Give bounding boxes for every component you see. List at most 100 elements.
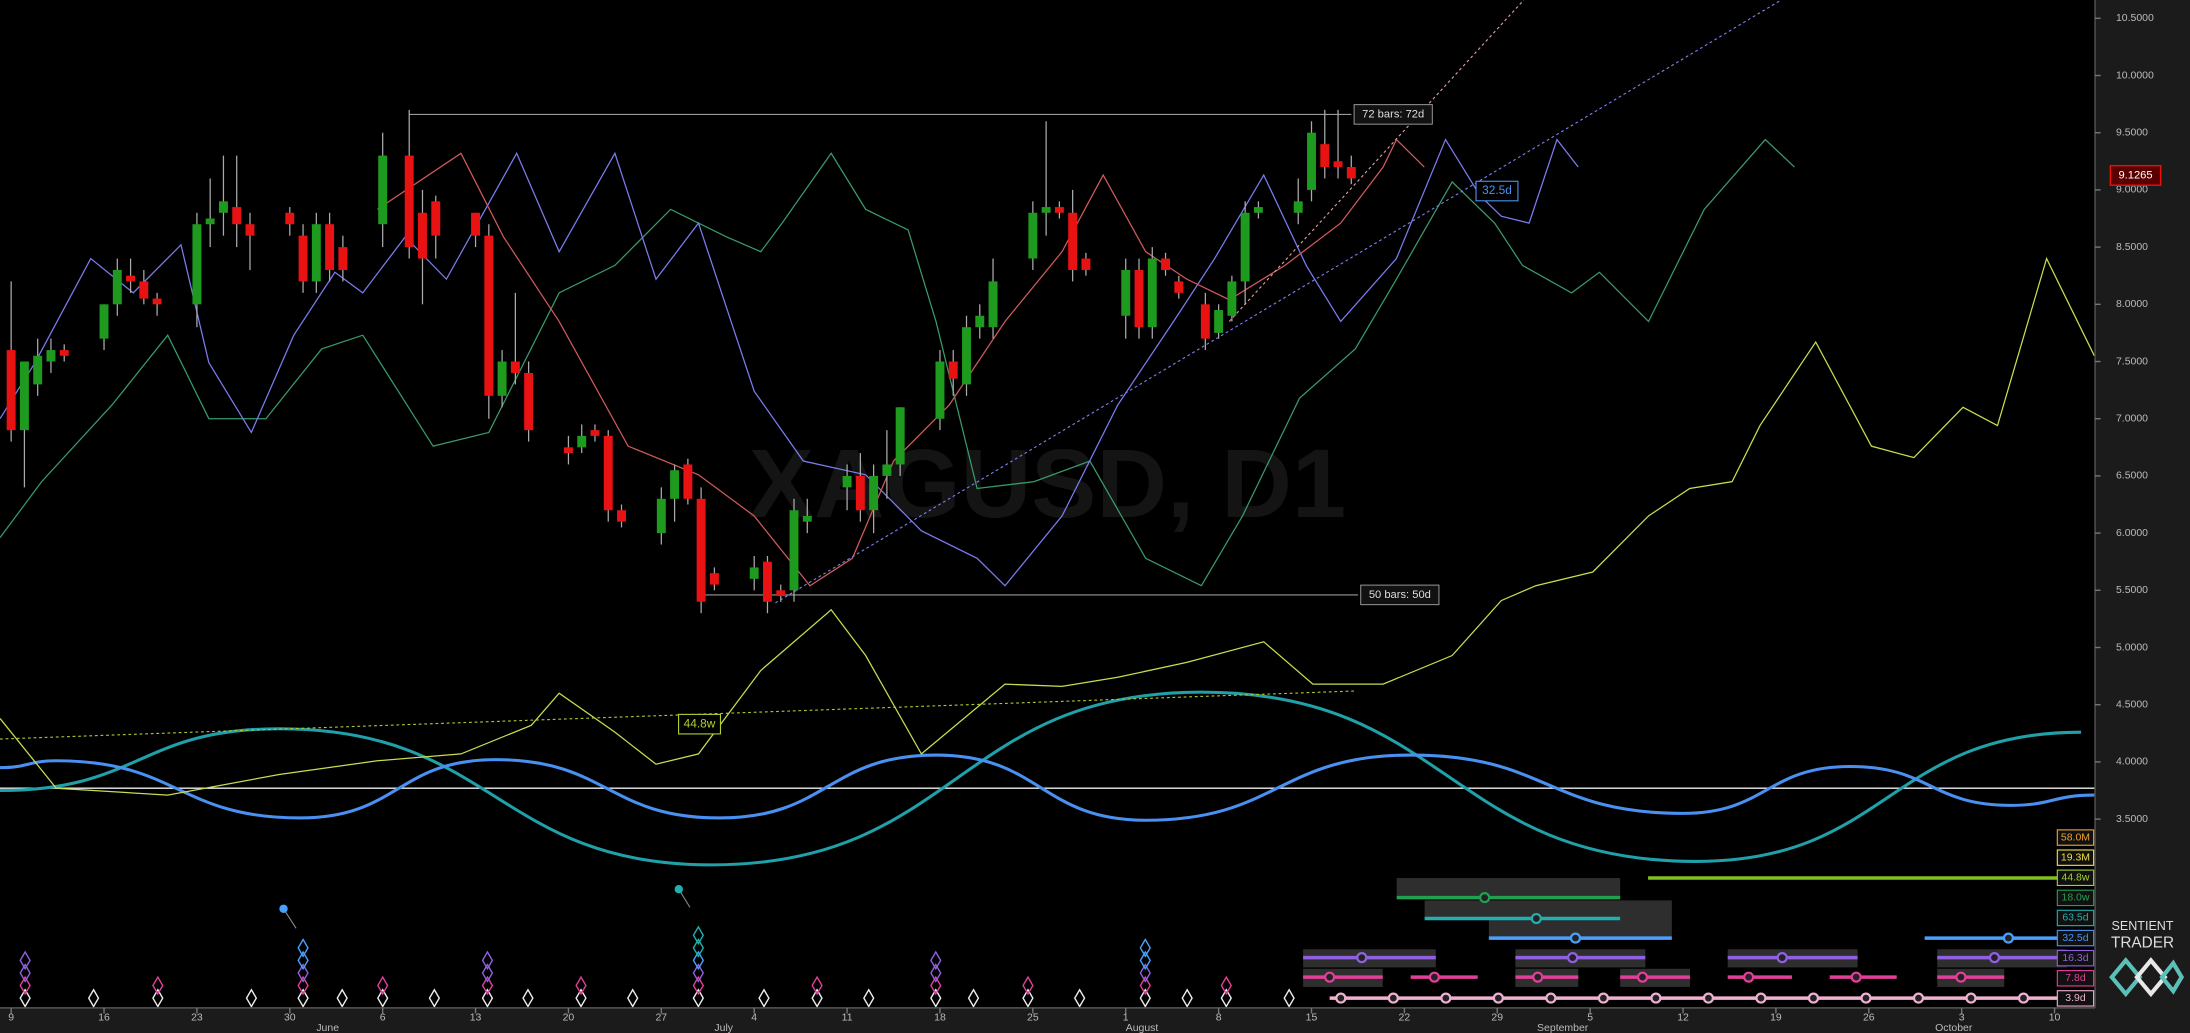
cycle-trough [1988, 952, 2001, 964]
trend-line [1228, 0, 1525, 322]
trough-diamond [811, 988, 823, 1008]
candle-body [510, 361, 520, 373]
x-tick-label: 13 [470, 1012, 482, 1023]
cycle-trough [2017, 992, 2030, 1004]
candle-body [670, 470, 680, 499]
brand-logo: SENTIENT TRADER [2109, 919, 2185, 998]
candle-body [789, 510, 799, 591]
trough-diamond [967, 988, 980, 1008]
candle-body [19, 361, 29, 431]
candle-body [1134, 269, 1144, 328]
pin [674, 885, 683, 894]
cycle-legend-box [2056, 829, 2095, 846]
trough-diamond [376, 988, 389, 1008]
trough-diamond [1181, 988, 1193, 1008]
candle-body [1041, 207, 1051, 213]
candle-body [869, 475, 879, 511]
trough-diamond [692, 950, 705, 971]
candle-body [617, 510, 626, 522]
month-label: August [1126, 1023, 1159, 1033]
candle-body [683, 464, 693, 499]
cycle-legend-box [2056, 990, 2095, 1007]
trough-diamond [1139, 963, 1151, 983]
x-tick-label: 20 [563, 1012, 575, 1023]
trough-diamond [19, 975, 31, 996]
trough-diamond [297, 963, 309, 983]
time-axis-panel [0, 1007, 2096, 1033]
candle-body [378, 155, 388, 225]
candle-body [1227, 281, 1237, 316]
candle-body [59, 350, 69, 356]
trough-diamond [627, 988, 639, 1008]
candle-body [192, 224, 202, 305]
cycle-trough [1850, 971, 1862, 983]
candle-body [205, 218, 215, 225]
x-tick-label: 29 [1491, 1012, 1503, 1023]
x-tick-label: 27 [655, 1012, 667, 1023]
x-tick-label: 6 [380, 1012, 386, 1023]
cycle-trough [1428, 971, 1440, 983]
indicator-line [0, 256, 2095, 796]
candle-body [1307, 132, 1316, 190]
cycle-legend-label: 44.8w [2061, 873, 2089, 884]
trough-diamond [692, 988, 705, 1008]
trough-diamond [297, 988, 309, 1008]
cycle-trough [1955, 971, 1967, 983]
trough-diamond [1283, 988, 1295, 1008]
projection-range [1488, 918, 1672, 939]
candle-body [590, 430, 600, 436]
candle-body [1068, 212, 1078, 270]
candle-body [311, 224, 321, 282]
candle-body [1214, 310, 1224, 333]
trough-diamond [152, 988, 164, 1008]
candle-body [1346, 167, 1356, 179]
y-tick-label: 5.0000 [2116, 642, 2148, 653]
x-tick-label: 25 [1027, 1012, 1039, 1023]
y-tick-label: 10.5000 [2116, 13, 2154, 24]
projection-range [1424, 900, 1672, 919]
line-label: 44.8w [684, 716, 716, 730]
trough-diamond [152, 975, 164, 996]
trough-diamond [376, 975, 389, 996]
trough-diamond [811, 975, 823, 996]
cycle-legend-label: 3.9d [2065, 993, 2086, 1004]
cycle-trough [2002, 932, 2015, 944]
trough-diamond [297, 938, 309, 958]
line-label-box [1475, 180, 1519, 202]
candle-body [218, 201, 228, 213]
trough-diamond [1073, 988, 1086, 1008]
candle-body [656, 498, 666, 534]
trough-diamond [692, 925, 705, 946]
candle-body [298, 235, 308, 282]
candle-body [471, 212, 481, 236]
cycle-trough [1650, 992, 1662, 1004]
candle-body [245, 224, 255, 236]
month-label: October [1935, 1023, 1973, 1033]
x-tick-label: 12 [1677, 1012, 1689, 1023]
cycle-trough [1387, 992, 1399, 1004]
x-tick-label: 15 [1306, 1012, 1318, 1023]
candle-body [1200, 304, 1210, 339]
candle-body [975, 315, 985, 328]
axes: 3.5000 4.0000 4.5000 5.0000 5.5000 6.0000 6.50… [8, 13, 2162, 1033]
candle-body [338, 247, 348, 270]
cycle-trough [1597, 992, 1609, 1004]
candle-body [139, 281, 149, 299]
candle-body [1147, 258, 1157, 328]
candle-body [1333, 161, 1343, 168]
candle-body [126, 275, 136, 282]
month-label: June [316, 1023, 339, 1033]
cycle-trough [1807, 992, 1820, 1004]
trough-diamond [297, 950, 309, 971]
x-tick-label: 18 [934, 1012, 946, 1023]
y-tick-label: 3.5000 [2116, 814, 2148, 825]
candle-body [112, 269, 122, 305]
candle-body [524, 372, 534, 431]
trough-diamond [930, 950, 942, 971]
candle-body [99, 304, 109, 339]
candle-body [1054, 207, 1064, 213]
month-label: July [714, 1023, 733, 1033]
y-tick-label: 6.5000 [2116, 471, 2148, 482]
candle-body [802, 515, 812, 522]
